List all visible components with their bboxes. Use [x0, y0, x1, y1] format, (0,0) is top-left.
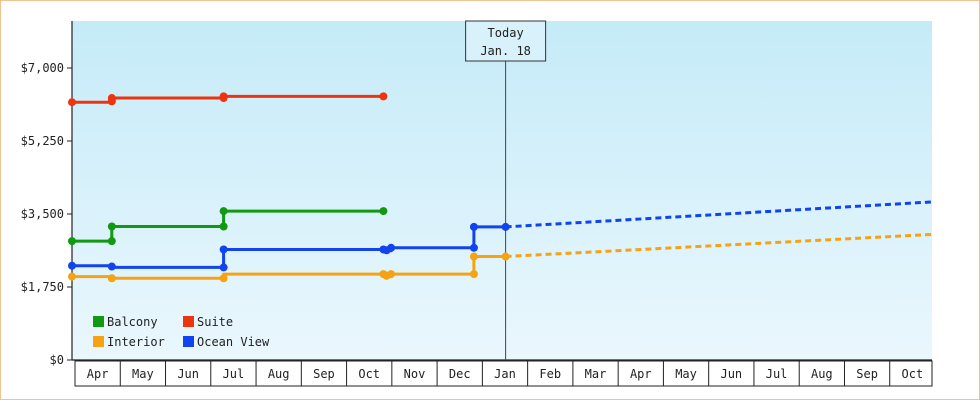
data-point-ocean-view — [469, 243, 478, 252]
x-tick-label: Mar — [585, 367, 607, 381]
legend-swatch-interior — [93, 336, 104, 347]
legend-swatch-suite — [183, 316, 194, 327]
data-point-suite — [68, 98, 76, 107]
x-tick-label: May — [132, 367, 154, 381]
legend-label-ocean-view: Ocean View — [197, 335, 270, 349]
today-box — [465, 20, 547, 62]
data-point-suite — [107, 94, 116, 103]
data-point-interior — [469, 270, 478, 279]
legend-label-suite: Suite — [197, 315, 233, 329]
data-point-interior — [387, 270, 396, 279]
data-point-balcony — [219, 222, 228, 231]
data-point-ocean-view — [219, 245, 228, 254]
x-tick-label: Sep — [856, 367, 878, 381]
x-tick-label: Nov — [404, 367, 426, 381]
data-point-interior — [219, 274, 228, 283]
x-tick-label: Apr — [630, 367, 652, 381]
plot-area-background — [72, 21, 932, 360]
x-tick-label: Jan — [494, 367, 516, 381]
data-point-balcony — [107, 222, 116, 231]
y-tick-label: $0 — [50, 353, 64, 367]
series-line-interior-forecast — [505, 232, 933, 258]
x-tick-label: Feb — [539, 367, 561, 381]
y-tick-label: $7,000 — [21, 61, 64, 75]
data-point-balcony — [107, 237, 116, 246]
x-tick-label: Aug — [268, 367, 290, 381]
data-point-interior — [469, 252, 478, 261]
x-tick-label: Apr — [87, 367, 109, 381]
data-point-interior — [68, 272, 76, 281]
series-line-balcony — [72, 209, 384, 243]
x-tick-label: Jul — [766, 367, 788, 381]
data-point-suite — [219, 92, 228, 101]
x-tick-label: Aug — [811, 367, 833, 381]
data-point-balcony — [219, 207, 228, 216]
x-tick-label: May — [675, 367, 697, 381]
y-tick-label: $3,500 — [21, 207, 64, 221]
data-point-ocean-view — [107, 262, 116, 271]
data-point-interior — [107, 274, 116, 283]
x-tick-label: Jul — [223, 367, 245, 381]
legend-label-interior: Interior — [107, 335, 165, 349]
legend-swatch-balcony — [93, 316, 104, 327]
x-tick-label: Dec — [449, 367, 471, 381]
data-point-ocean-view — [68, 261, 76, 270]
data-point-ocean-view — [219, 263, 228, 272]
x-tick-label: Jun — [720, 367, 742, 381]
series-line-ocean-view-forecast — [505, 200, 933, 229]
data-point-ocean-view — [387, 243, 396, 252]
data-point-ocean-view — [469, 222, 478, 231]
legend-swatch-ocean-view — [183, 336, 194, 347]
legend-label-balcony: Balcony — [107, 315, 158, 329]
data-point-suite — [379, 92, 388, 101]
today-date-label: Jan. 18 — [480, 44, 531, 58]
y-tick-label: $1,750 — [21, 280, 64, 294]
data-point-balcony — [379, 207, 388, 216]
x-tick-label: Jun — [177, 367, 199, 381]
x-tick-label: Oct — [902, 367, 924, 381]
data-point-balcony — [68, 237, 76, 246]
y-tick-label: $5,250 — [21, 134, 64, 148]
today-label: Today — [488, 26, 524, 40]
series-line-suite — [72, 94, 384, 104]
x-tick-label: Sep — [313, 367, 335, 381]
x-tick-label: Oct — [358, 367, 380, 381]
